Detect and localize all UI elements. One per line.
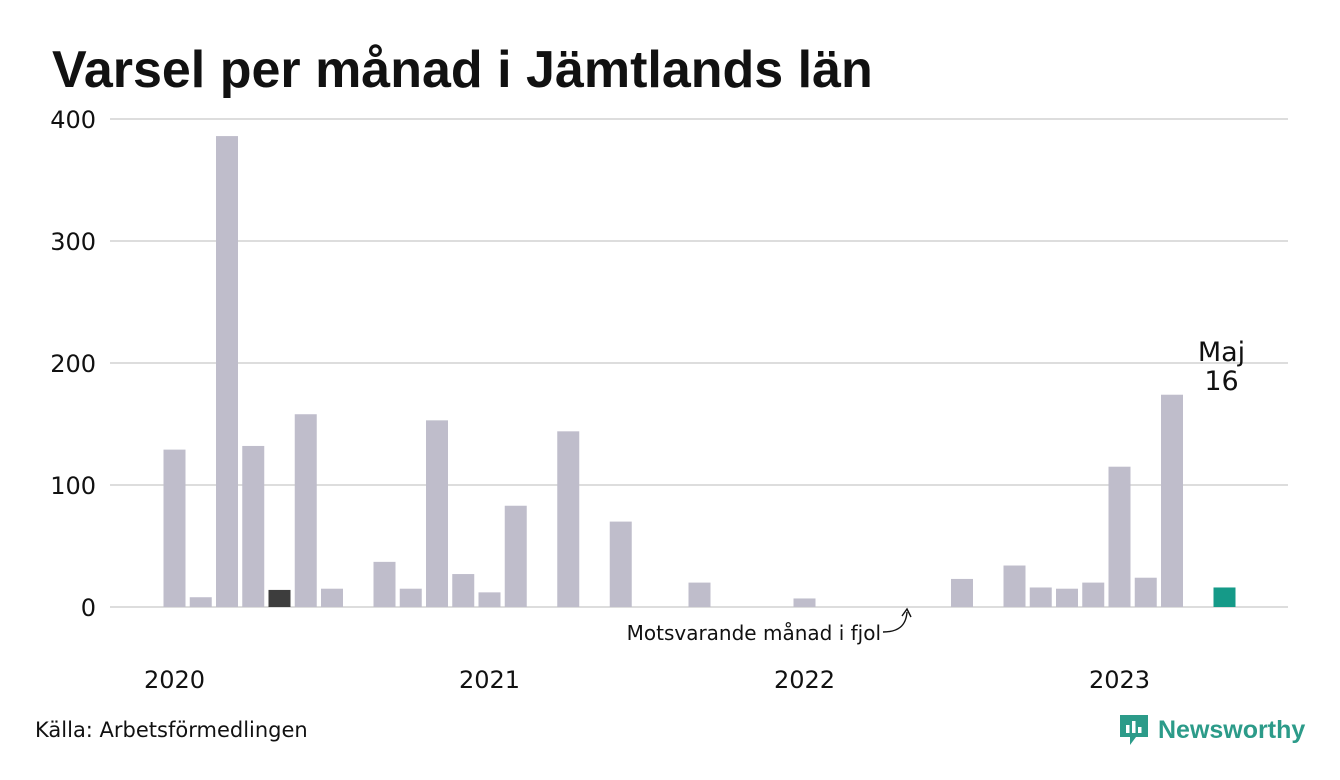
y-tick-label: 200 (50, 350, 96, 378)
bar-2022-10 (1029, 587, 1052, 607)
bar-2020-04 (242, 445, 265, 607)
bar-2022-07 (951, 578, 973, 607)
annotation-arrow (882, 611, 908, 633)
x-tick-label: 2023 (1089, 666, 1150, 694)
previous-year-annotation: Motsvarande månad i fjol (627, 621, 881, 645)
y-tick-label: 100 (50, 472, 96, 500)
bar-2021-06 (609, 521, 632, 607)
brand: Newsworthy (1118, 713, 1305, 747)
chart-title: Varsel per månad i Jämtlands län (52, 41, 873, 99)
x-tick-label: 2021 (459, 666, 520, 694)
y-tick-label: 300 (50, 228, 96, 256)
brand-name: Newsworthy (1158, 715, 1306, 744)
bar-2021-04 (557, 431, 580, 607)
source-label: Källa: Arbetsförmedlingen (35, 718, 308, 742)
bar-2020-03 (216, 136, 238, 607)
bar-2020-05 (268, 589, 291, 607)
bar-2022-11 (1056, 588, 1078, 607)
y-tick-label: 0 (81, 594, 96, 622)
bar-2020-06 (294, 414, 317, 607)
bar-2022-12 (1082, 582, 1105, 607)
bar-2023-05 (1213, 587, 1236, 607)
y-axis-labels: 0 100 200 300 400 (50, 106, 96, 622)
bar-2022-09 (1003, 565, 1026, 607)
bar-2023-02 (1134, 577, 1157, 607)
bar-2020-09 (373, 561, 396, 607)
x-tick-label: 2022 (774, 666, 835, 694)
y-tick-label: 400 (50, 106, 96, 134)
newsworthy-logo-icon (1120, 715, 1148, 745)
bar-2020-02 (189, 597, 212, 607)
bar-2021-01 (478, 592, 501, 607)
highlight-value-label: 16 (1204, 366, 1238, 397)
highlight-month-label: Maj (1198, 337, 1245, 368)
bar-2021-02 (504, 505, 527, 607)
bar-2021-09 (688, 582, 711, 607)
bar-2020-12 (452, 574, 475, 607)
bar-2020-07 (321, 588, 343, 607)
bar-2023-01 (1108, 466, 1131, 607)
bar-2020-11 (426, 420, 448, 607)
x-tick-label: 2020 (144, 666, 205, 694)
bar-2022-01 (793, 598, 816, 607)
x-axis-labels: 2020 2021 2022 2023 (144, 666, 1150, 694)
bars (163, 136, 1236, 607)
bar-2020-01 (163, 449, 186, 607)
annotation-arrowhead (901, 607, 912, 618)
bar-2020-10 (399, 588, 422, 607)
bar-2023-03 (1161, 394, 1183, 607)
